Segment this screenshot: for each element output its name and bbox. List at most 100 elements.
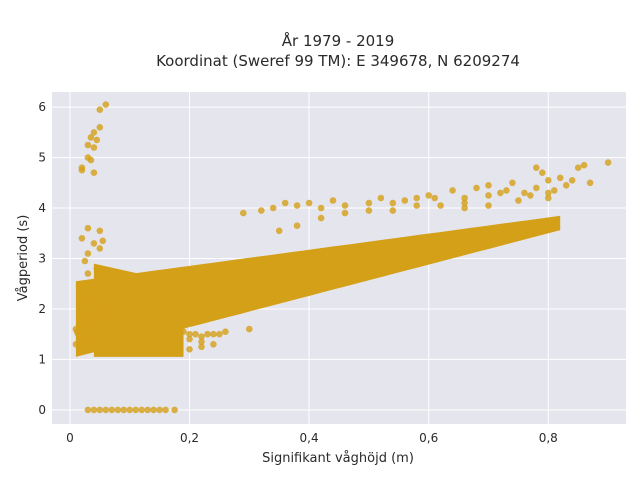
scatter-point xyxy=(485,182,492,189)
x-tick-label: 0,2 xyxy=(180,431,199,445)
scatter-point xyxy=(401,197,409,204)
dense-point-band xyxy=(75,215,561,357)
scatter-point xyxy=(449,187,456,194)
scatter-point xyxy=(545,194,552,202)
scatter-point xyxy=(87,134,95,141)
scatter-point xyxy=(365,199,373,207)
y-tick-label: 3 xyxy=(38,252,46,266)
scatter-point xyxy=(533,184,540,192)
y-tick-label: 2 xyxy=(38,302,46,316)
scatter-point xyxy=(84,250,92,257)
scatter-point xyxy=(96,275,104,283)
scatter-point xyxy=(497,189,504,197)
scatter-point xyxy=(102,101,110,108)
scatter-point xyxy=(341,202,349,209)
scatter-point xyxy=(293,202,301,209)
scatter-point xyxy=(126,406,133,414)
scatter-point xyxy=(99,237,107,245)
scatter-point xyxy=(93,320,101,328)
scatter-point xyxy=(90,310,98,318)
scatter-point xyxy=(562,182,570,189)
scatter-point xyxy=(269,204,277,212)
y-axis-ticks: 0 1 2 3 4 5 6 xyxy=(38,100,46,417)
scatter-point xyxy=(96,227,104,235)
scatter-point xyxy=(198,343,205,351)
scatter-point xyxy=(551,187,558,194)
y-tick-label: 6 xyxy=(38,100,46,114)
scatter-point xyxy=(84,224,92,232)
scatter-point xyxy=(216,330,223,338)
scatter-point xyxy=(545,189,552,197)
scatter-point xyxy=(84,270,92,277)
x-axis-ticks: 0 0,2 0,4 0,6 0,8 xyxy=(66,431,558,445)
scatter-point xyxy=(84,406,92,414)
y-tick-label: 1 xyxy=(38,352,46,366)
scatter-point xyxy=(90,144,98,151)
scatter-point xyxy=(99,313,107,320)
scatter-point xyxy=(192,330,199,338)
scatter-point xyxy=(258,207,265,214)
scatter-point xyxy=(461,194,468,202)
scatter-point xyxy=(84,318,92,325)
scatter-point xyxy=(485,192,492,199)
dense-low-cluster xyxy=(93,263,184,357)
y-axis-title: Vågperiod (s) xyxy=(16,215,31,302)
scatter-point xyxy=(198,338,205,346)
scatter-point xyxy=(84,141,92,149)
scatter-point xyxy=(198,333,205,341)
scatter-point xyxy=(204,330,211,338)
scatter-point xyxy=(96,245,104,252)
scatter-point xyxy=(96,406,104,414)
scatter-point xyxy=(461,199,468,207)
y-tick-label: 5 xyxy=(38,151,46,165)
scatter-point xyxy=(413,194,421,202)
scatter-point xyxy=(78,164,86,171)
scatter-point xyxy=(120,406,127,414)
scatter-point xyxy=(222,328,229,336)
scatter-point xyxy=(90,169,98,176)
scatter-point xyxy=(461,204,468,212)
scatter-point xyxy=(90,285,98,293)
scatter-point xyxy=(180,328,187,336)
data-points xyxy=(72,101,612,414)
scatter-point xyxy=(604,159,612,166)
scatter-point xyxy=(144,406,151,414)
scatter-point xyxy=(210,341,217,348)
scatter-point xyxy=(317,214,325,222)
scatter-point xyxy=(102,406,110,414)
scatter-point xyxy=(96,124,104,131)
scatter-point xyxy=(114,406,122,414)
scatter-point xyxy=(377,194,385,202)
scatter-point xyxy=(81,257,89,265)
y-tick-label: 4 xyxy=(38,201,46,215)
scatter-point xyxy=(556,174,564,182)
scatter-point xyxy=(473,184,480,192)
x-tick-label: 0,6 xyxy=(419,431,438,445)
scatter-point xyxy=(568,177,576,184)
scatter-point xyxy=(78,235,86,242)
chart-title-line-1: År 1979 - 2019 xyxy=(282,31,395,50)
scatter-point xyxy=(210,330,217,338)
scatter-point xyxy=(503,187,510,194)
scatter-point xyxy=(96,106,104,113)
scatter-point xyxy=(437,202,444,209)
scatter-point xyxy=(138,406,145,414)
scatter-point xyxy=(87,298,95,305)
scatter-point xyxy=(186,335,193,343)
scatter-point xyxy=(275,227,283,235)
scatter-point xyxy=(90,129,98,136)
chart-title-line-2: Koordinat (Sweref 99 TM): E 349678, N 62… xyxy=(156,52,520,70)
scatter-point xyxy=(76,333,83,341)
scatter-point xyxy=(96,303,104,310)
scatter-point xyxy=(132,406,139,414)
scatter-point xyxy=(72,341,80,348)
scatter-point xyxy=(90,240,98,247)
scatter-point xyxy=(93,136,101,144)
y-tick-label: 0 xyxy=(38,403,46,417)
x-tick-label: 0 xyxy=(66,431,74,445)
scatter-point xyxy=(545,177,552,184)
scatter-point xyxy=(586,179,594,187)
scatter-point xyxy=(389,199,397,207)
scatter-point xyxy=(78,338,86,346)
